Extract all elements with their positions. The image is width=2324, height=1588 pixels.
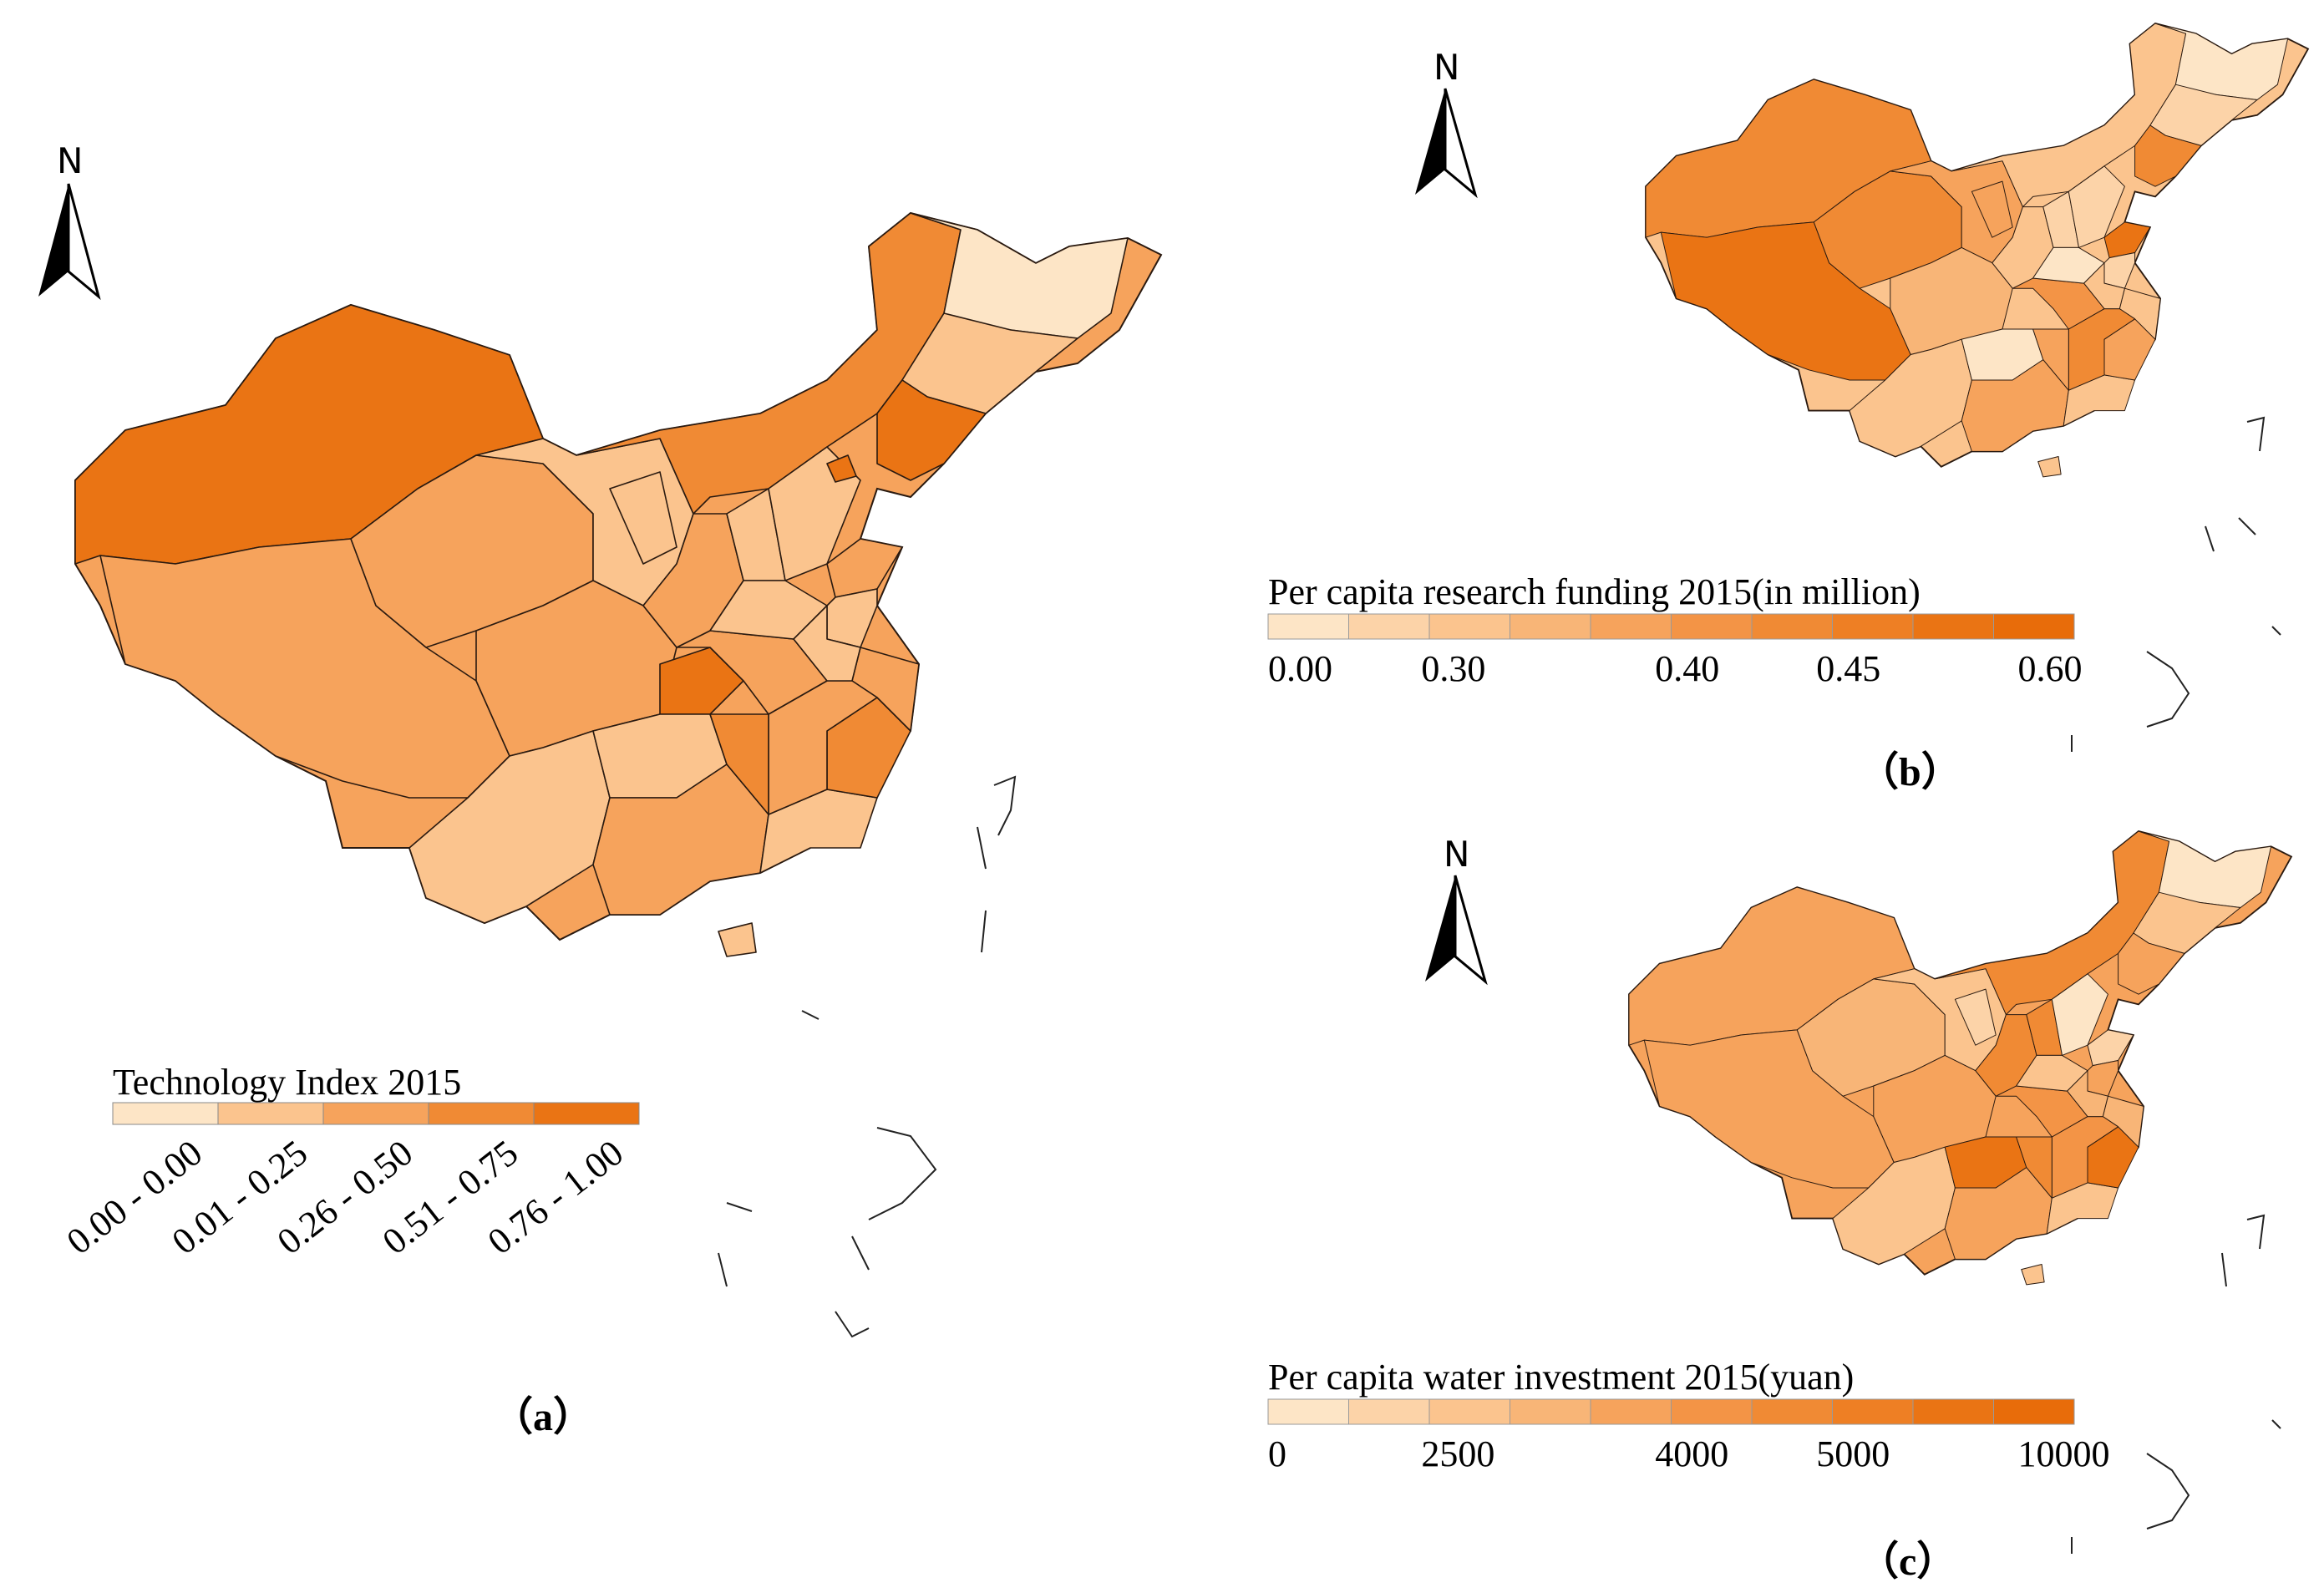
south-china-sea-islands-a [718,775,1017,1338]
legend-swatch [1510,613,1591,640]
panel-a: N [38,140,1162,1439]
province-guangxi [592,764,769,916]
legend-tick-label: 10000 [2017,1433,2109,1474]
province-anhui [793,605,861,682]
legend-swatch [1428,613,1510,640]
legend-swatch [1832,1398,1914,1425]
panel-label-a: （a） [493,1395,593,1439]
province-hainan [718,922,757,957]
legend-swatch [1751,1398,1833,1425]
legend-swatch [1671,613,1753,640]
legend-tick-label: 0.60 [2017,648,2082,689]
legend-swatch [1993,613,2075,640]
north-arrow-a-icon: N [38,140,101,301]
province-chongqing [659,647,744,715]
legend-tick-label: 2500 [1421,1433,1494,1474]
north-arrow-b-icon: N [1415,47,1478,199]
legend-swatch [1993,1398,2075,1425]
legend-title: Per capita research funding 2015(in mill… [1268,571,1921,612]
province-henan [709,580,828,640]
panel-c: N [1267,830,2292,1584]
legend-a: Technology Index 2015 0.00 - 0.000.01 - … [59,1062,640,1262]
legend-c: Per capita water investment 2015(yuan) 0… [1267,1357,2109,1474]
panel-b: N [1267,23,2309,794]
south-china-sea-islands-b [2071,416,2281,752]
legend-swatch [322,1102,429,1125]
province-shandong [826,538,903,598]
map-c [1628,830,2292,1286]
legend-tick-label: 5000 [1816,1433,1890,1474]
north-label: N [57,140,83,181]
north-label: N [1444,834,1469,875]
panel-label-c: （c） [1859,1540,1956,1584]
legend-swatch [428,1102,535,1125]
legend-b: Per capita research funding 2015(in mill… [1267,571,2082,689]
legend-swatch [1267,613,1349,640]
province-heilongjiang [910,212,1129,339]
map-a [74,212,1162,957]
province-beijing [826,454,857,483]
legend-swatch [1832,613,1914,640]
legend-swatch [112,1102,219,1125]
north-label: N [1433,47,1459,88]
legend-swatch [1428,1398,1510,1425]
north-arrow-c-icon: N [1425,834,1488,986]
legend-tick-label: 0.40 [1655,648,1719,689]
legend-title: Per capita water investment 2015(yuan) [1268,1357,1854,1398]
legend-swatch [1267,1398,1349,1425]
legend-swatch [1671,1398,1753,1425]
legend-tick-label: 0 [1268,1433,1286,1474]
map-b [1645,23,2309,478]
legend-swatch [1348,613,1430,640]
legend-tick-label: 0.45 [1816,648,1880,689]
legend-swatch [1510,1398,1591,1425]
legend-swatch [1912,1398,1994,1425]
legend-swatch [217,1102,324,1125]
legend-swatch [1590,1398,1672,1425]
panel-label-b: （b） [1859,750,1961,794]
province-hunan [709,713,769,815]
legend-swatch [1348,1398,1430,1425]
legend-tick-label: 0.30 [1421,648,1485,689]
legend-swatch [533,1102,640,1125]
legend-tick-label: 4000 [1655,1433,1728,1474]
province-liaoning [876,379,987,481]
legend-swatch [1590,613,1672,640]
legend-swatch [1912,613,1994,640]
legend-title: Technology Index 2015 [113,1062,461,1103]
legend-swatch [1751,613,1833,640]
legend-tick-label: 0.00 [1268,648,1332,689]
south-china-sea-islands-c [2071,1214,2281,1554]
province-ningxia [609,471,677,565]
